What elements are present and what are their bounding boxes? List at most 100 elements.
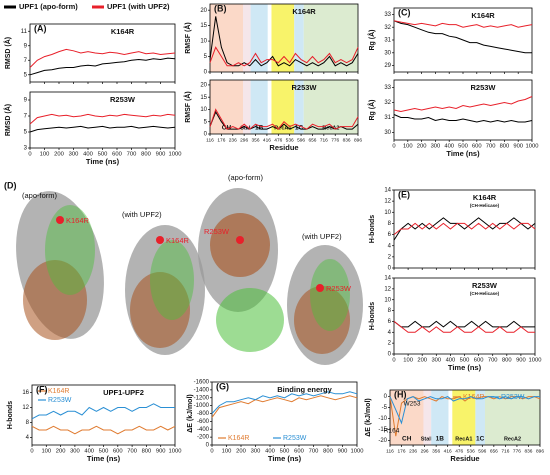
data-line	[29, 48, 176, 68]
plot-frame	[29, 91, 176, 149]
x-tick-label: 700	[488, 358, 498, 364]
plot-frame	[393, 277, 536, 355]
y-tick-label: 8	[388, 221, 392, 227]
panel-label: (H)	[394, 389, 407, 399]
domain-label: 1B	[436, 436, 445, 443]
subplot-title: UPF1-UPF2	[103, 388, 144, 397]
domain-region	[294, 4, 304, 72]
plot-frame	[209, 79, 359, 135]
domain-region	[243, 80, 251, 134]
y-tick-label: 9	[24, 98, 28, 104]
x-tick-label: 800	[142, 449, 152, 455]
annotation: W253	[404, 401, 421, 408]
y-tick-label: -15	[378, 427, 387, 433]
structure-label: (with UPF2)	[122, 210, 162, 219]
structure-label: K164R	[166, 236, 190, 245]
data-line	[393, 321, 535, 333]
x-tick-label: 900	[513, 144, 523, 150]
x-tick-label: 656	[308, 137, 316, 143]
x-tick-label: 0	[28, 152, 31, 158]
y-tick-label: -10	[378, 416, 387, 422]
protein-structure	[210, 213, 270, 277]
subplot-title: Binding energy	[277, 385, 332, 394]
x-tick-label: 600	[112, 152, 122, 158]
x-tick-label: 776	[513, 448, 521, 454]
x-tick-label: 600	[474, 358, 484, 364]
y-tick-label: 12	[22, 405, 29, 411]
protein-structure	[294, 286, 350, 354]
subplot-subtitle: (CH-Helicase)	[470, 203, 500, 208]
x-tick-label: 0	[392, 144, 395, 150]
protein-structure	[310, 259, 350, 331]
structure-label: (apo-form)	[228, 173, 264, 182]
x-tick-label: 836	[343, 137, 351, 143]
subplot-title: R253W	[291, 83, 317, 92]
y-tick-label: 7	[24, 114, 28, 120]
x-tick-label: 1000	[529, 358, 542, 364]
panel-label: (E)	[398, 189, 410, 199]
data-line	[393, 20, 532, 54]
plot-frame	[209, 3, 359, 73]
data-line	[211, 391, 358, 414]
x-tick-label: 800	[500, 144, 510, 150]
data-line	[393, 320, 535, 328]
y-axis-label: H-bonds	[369, 215, 376, 243]
subplot-subtitle: (CH-Helicase)	[470, 291, 500, 296]
y-tick-label: 6	[388, 319, 392, 325]
x-tick-label: 476	[274, 137, 282, 143]
data-line	[209, 110, 359, 130]
x-axis-label: Time (ns)	[86, 157, 120, 166]
x-tick-label: 300	[69, 152, 79, 158]
mutation-site	[236, 236, 244, 244]
plot-frame	[393, 79, 533, 141]
x-tick-label: 0	[30, 449, 33, 455]
y-tick-label: 0	[388, 352, 392, 358]
data-line	[389, 396, 541, 437]
structure-label: K164R	[66, 216, 90, 225]
panel-label: (G)	[216, 381, 229, 391]
x-tick-label: 100	[40, 152, 50, 158]
data-line	[209, 46, 359, 67]
subplot-title: K164R	[292, 7, 316, 16]
y-axis-label: RMSD (Å)	[3, 104, 12, 136]
domain-label: RecA2	[504, 436, 521, 442]
data-line	[389, 396, 540, 425]
subplot-title: K164R	[111, 27, 135, 36]
domain-region	[271, 4, 295, 72]
subplot-title: R253W	[110, 95, 136, 104]
y-tick-label: 5	[204, 54, 208, 60]
y-tick-label: -1000	[194, 403, 210, 409]
x-tick-label: 400	[446, 358, 456, 364]
domain-region	[243, 4, 251, 72]
x-tick-label: 300	[251, 449, 261, 455]
y-tick-label: 0	[204, 132, 208, 138]
y-tick-label: 10	[200, 107, 207, 113]
x-tick-label: 296	[240, 137, 248, 143]
panel-label: (A)	[34, 23, 47, 33]
y-tick-label: 5	[24, 72, 28, 78]
mutation-site	[316, 284, 324, 292]
plot-frame	[389, 389, 541, 446]
data-line	[31, 425, 176, 435]
x-tick-label: 116	[206, 137, 214, 143]
x-tick-label: 900	[338, 449, 348, 455]
data-line	[209, 108, 359, 130]
domain-label: Stalk	[421, 436, 435, 442]
y-tick-label: 0	[204, 70, 208, 76]
x-tick-label: 300	[431, 144, 441, 150]
domain-region	[294, 80, 304, 134]
annotation: R164	[384, 428, 400, 435]
y-tick-label: 15	[200, 23, 207, 29]
domain-region	[475, 390, 485, 445]
protein-structure	[150, 240, 194, 320]
domain-label: RecA2	[322, 125, 339, 131]
domain-label: CH	[402, 436, 412, 443]
x-tick-label: 896	[354, 137, 362, 143]
x-tick-label: 600	[472, 144, 482, 150]
domain-label: RecA1	[274, 125, 291, 131]
x-tick-label: 200	[56, 449, 66, 455]
legend-label: K164R	[48, 388, 69, 395]
y-tick-label: -800	[197, 411, 210, 417]
subplot-title: K164R	[473, 193, 497, 202]
x-tick-label: 900	[516, 358, 526, 364]
